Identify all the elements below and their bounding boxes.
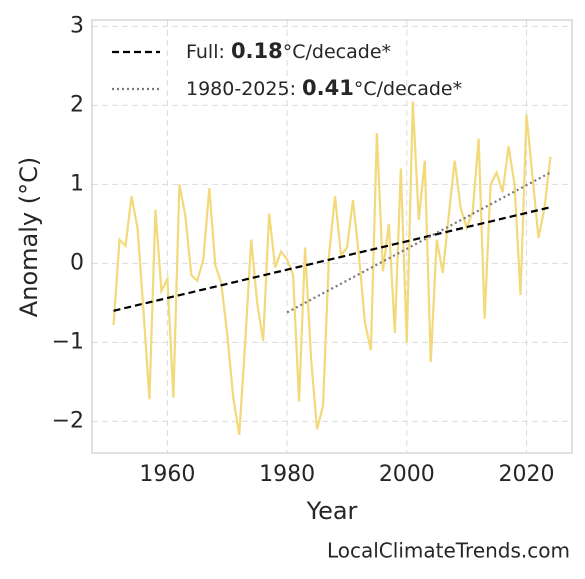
y-tick-label: 1	[70, 171, 84, 196]
y-tick-label: −2	[52, 408, 84, 433]
legend-suffix: °C/decade*	[354, 78, 462, 100]
legend-label: 1980-2025: 0.41°C/decade*	[186, 76, 462, 100]
x-tick-label: 2020	[499, 462, 555, 487]
y-tick-label: 2	[70, 92, 84, 117]
plot-frame	[91, 19, 573, 454]
y-tick-label: −1	[52, 329, 84, 354]
line-series	[112, 101, 552, 436]
legend-prefix: 1980-2025:	[186, 78, 302, 100]
x-tick-label: 1960	[139, 462, 195, 487]
x-tick-label: 2000	[379, 462, 435, 487]
legend-rate: 0.41	[302, 76, 354, 100]
y-axis-label: Anomaly (°C)	[15, 157, 43, 317]
legend-suffix: °C/decade*	[283, 41, 391, 63]
x-axis-label: Year	[306, 497, 358, 525]
watermark: LocalClimateTrends.com	[327, 539, 570, 563]
y-tick-label: 0	[70, 250, 84, 275]
x-tick-label: 1980	[259, 462, 315, 487]
line-series	[113, 206, 551, 312]
legend-rate: 0.18	[231, 39, 283, 63]
y-tick-label: 3	[70, 13, 84, 38]
legend-label: Full: 0.18°C/decade*	[186, 39, 391, 63]
legend-prefix: Full:	[186, 41, 231, 63]
